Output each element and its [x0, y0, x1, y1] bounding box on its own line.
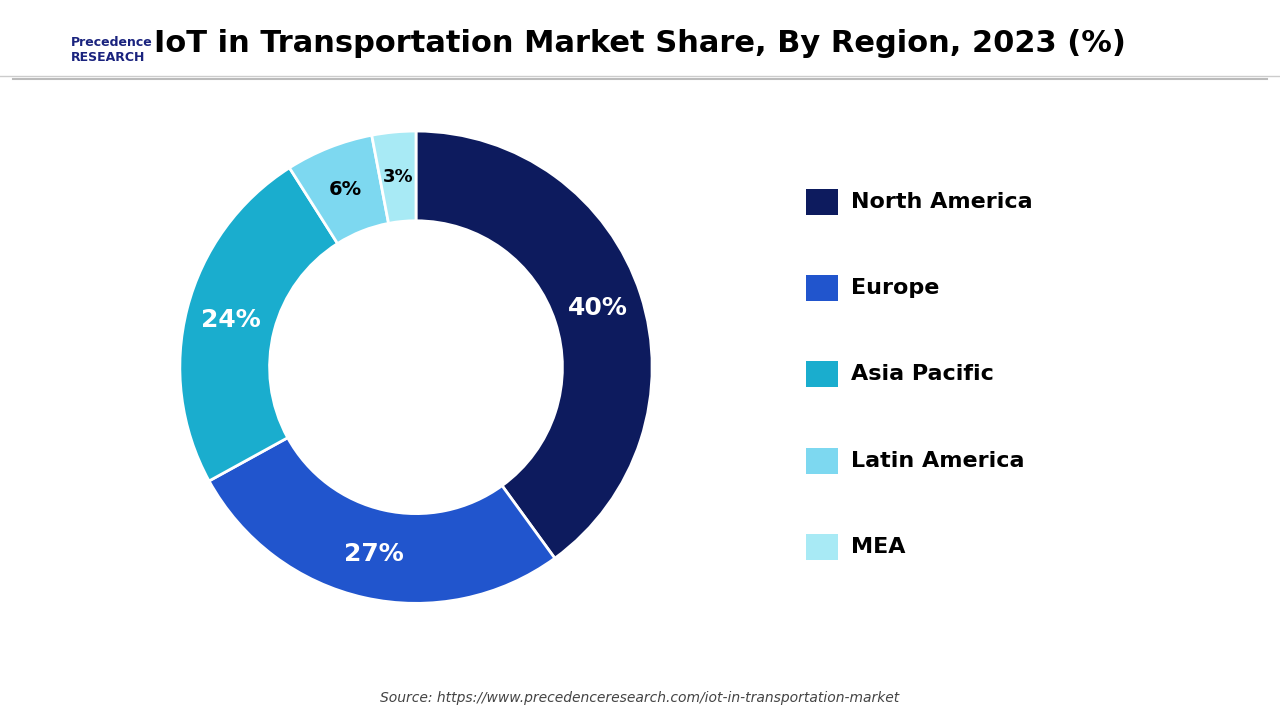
Text: 27%: 27% — [344, 542, 404, 566]
Text: 6%: 6% — [329, 180, 362, 199]
Wedge shape — [289, 135, 389, 243]
Text: 24%: 24% — [201, 307, 261, 332]
Text: North America: North America — [851, 192, 1033, 212]
Text: Latin America: Latin America — [851, 451, 1025, 471]
Text: 40%: 40% — [568, 296, 628, 320]
Text: MEA: MEA — [851, 537, 906, 557]
Text: 3%: 3% — [383, 168, 413, 186]
Text: Europe: Europe — [851, 278, 940, 298]
Text: Source: https://www.precedenceresearch.com/iot-in-transportation-market: Source: https://www.precedenceresearch.c… — [380, 691, 900, 706]
Text: Asia Pacific: Asia Pacific — [851, 364, 995, 384]
Text: Precedence
RESEARCH: Precedence RESEARCH — [70, 37, 152, 64]
Wedge shape — [416, 131, 652, 558]
Text: IoT in Transportation Market Share, By Region, 2023 (%): IoT in Transportation Market Share, By R… — [154, 29, 1126, 58]
Wedge shape — [180, 168, 338, 481]
Wedge shape — [209, 438, 554, 603]
Wedge shape — [371, 131, 416, 223]
